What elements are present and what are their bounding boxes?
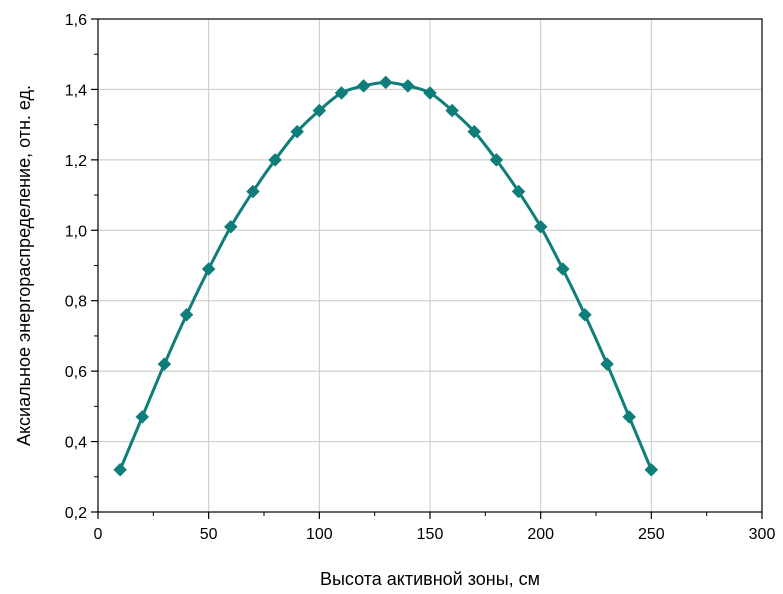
data-point [401,79,415,93]
data-point [533,219,548,234]
y-axis: 0,2 0,4 0,6 0,8 1,0 1,2 1,4 1,6 [65,12,98,522]
data-point [622,410,637,424]
x-axis-title: Высота активной зоны, см [320,569,540,589]
data-point [113,462,127,477]
data-point [268,153,282,167]
data-point [467,124,482,139]
data-point [201,262,216,276]
data-point [423,86,437,100]
y-tick-label: 1,4 [65,82,87,99]
y-tick-label: 1,6 [65,12,87,29]
data-point [179,307,194,322]
x-tick-label: 50 [200,526,218,543]
data-point [555,262,570,276]
data-point [578,307,592,322]
data-point [135,410,150,424]
x-tick-label: 300 [749,526,776,543]
data-point [223,219,238,234]
data-point [378,75,393,90]
y-axis-title: Аксиальное энергораспределение, отн. ед. [14,85,34,446]
x-tick-label: 0 [94,526,103,543]
data-point [312,103,327,118]
y-tick-label: 0,6 [65,364,87,381]
grid [98,19,762,512]
series-group [113,75,659,477]
data-point [489,153,504,167]
y-tick-label: 0,8 [65,294,87,311]
y-tick-label: 1,2 [65,153,87,170]
x-tick-label: 100 [306,526,333,543]
data-point [511,184,526,199]
data-point [600,357,614,371]
y-tick-label: 1,0 [65,223,87,240]
x-tick-label: 250 [638,526,665,543]
y-tick-label: 0,2 [65,505,87,522]
x-axis: 0 50 100 150 200 250 300 [94,512,776,543]
data-point [334,86,349,100]
data-point [157,357,172,371]
x-tick-label: 150 [417,526,444,543]
data-point [246,184,260,199]
y-tick-label: 0,4 [65,435,87,452]
data-point [356,79,371,93]
data-point [290,124,305,139]
x-tick-label: 200 [527,526,554,543]
data-point [445,103,459,118]
data-point [644,462,659,477]
series-line [118,80,653,471]
